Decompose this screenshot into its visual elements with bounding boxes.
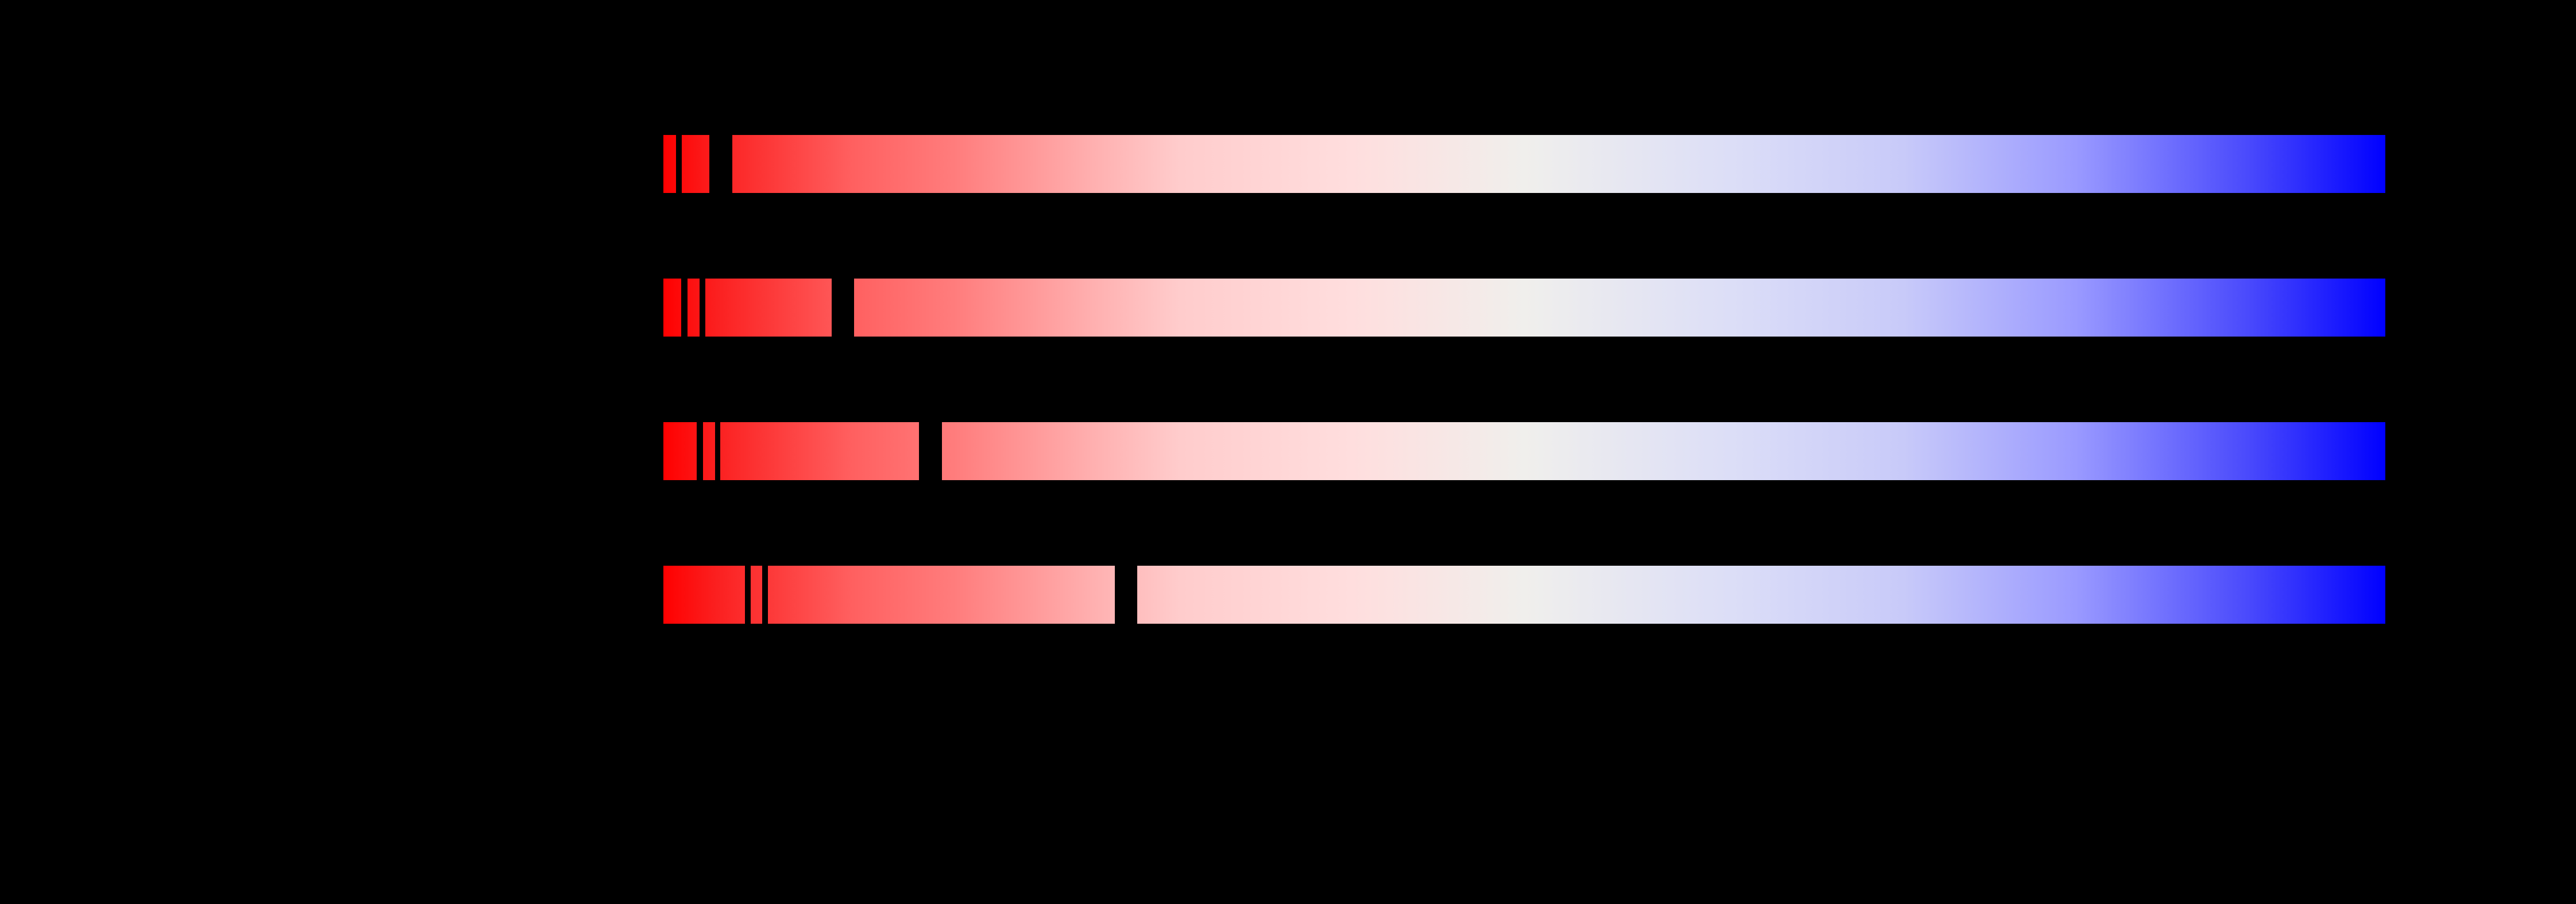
- break-line: [745, 566, 751, 624]
- break-line: [709, 135, 732, 193]
- break-line: [700, 279, 705, 337]
- break-line: [676, 135, 682, 193]
- gradient-bar-1: [663, 135, 2385, 193]
- break-line: [697, 422, 703, 480]
- gradient-bar-4: [663, 566, 2385, 624]
- break-line: [832, 279, 854, 337]
- gradient-bar-2: [663, 279, 2385, 337]
- gradient-bar-3: [663, 422, 2385, 480]
- break-line: [681, 279, 688, 337]
- break-line: [1115, 566, 1137, 624]
- break-line: [762, 566, 768, 624]
- break-line: [715, 422, 720, 480]
- break-line: [919, 422, 942, 480]
